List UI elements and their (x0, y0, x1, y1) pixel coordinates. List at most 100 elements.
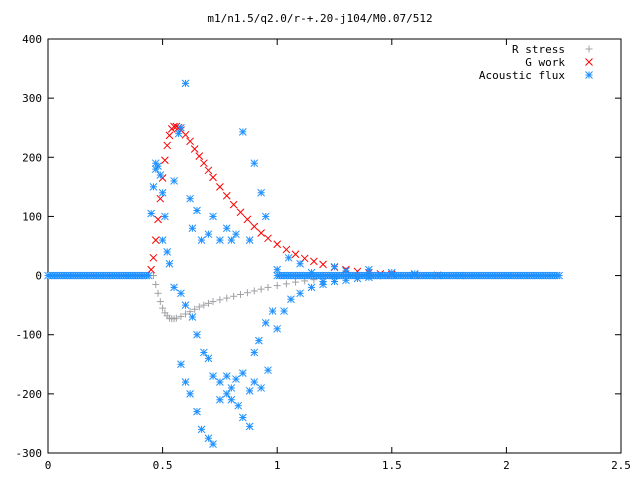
data-point (190, 145, 199, 153)
data-point (177, 123, 185, 132)
data-point (216, 395, 224, 404)
data-point (227, 395, 236, 404)
data-point (237, 290, 245, 298)
data-point (209, 298, 217, 306)
data-point (555, 271, 563, 280)
data-point (193, 407, 201, 416)
data-point (158, 188, 167, 197)
data-point (161, 156, 169, 165)
data-point (174, 129, 183, 138)
y-tick-label: 0 (35, 270, 42, 283)
data-point (149, 183, 158, 191)
data-point (255, 336, 263, 345)
series-g-work (147, 122, 465, 280)
data-point (291, 250, 300, 259)
data-point (287, 295, 295, 304)
data-point (296, 259, 304, 268)
x-tick-label: 1 (274, 459, 281, 472)
data-point (273, 265, 282, 274)
legend-label: R stress (512, 43, 565, 56)
data-point (163, 248, 172, 256)
data-point (243, 289, 251, 297)
data-point (232, 375, 240, 383)
legend-marker (585, 58, 593, 66)
data-point (204, 166, 213, 175)
data-point (353, 274, 362, 283)
data-point (159, 304, 167, 312)
data-point (195, 303, 203, 311)
data-point (257, 188, 266, 197)
data-point (230, 292, 238, 300)
data-point (216, 296, 224, 304)
data-point (158, 236, 167, 244)
data-point (292, 278, 300, 286)
data-point (177, 360, 185, 369)
data-point (222, 390, 231, 398)
data-point (273, 240, 282, 249)
data-point (154, 289, 162, 297)
data-point (216, 378, 224, 386)
y-tick-label: 300 (22, 92, 42, 105)
data-point (149, 253, 158, 262)
data-point (204, 434, 213, 443)
y-tick-label: -200 (16, 388, 43, 401)
data-point (165, 259, 174, 268)
data-point (182, 310, 190, 318)
data-point (181, 378, 190, 386)
series-r-stress (149, 272, 465, 323)
data-point (280, 307, 288, 315)
data-point (250, 378, 259, 386)
data-point (197, 425, 206, 434)
data-point (264, 283, 272, 291)
data-point (257, 285, 265, 293)
x-tick-label: 2 (503, 459, 510, 472)
legend-label: G work (525, 56, 565, 69)
plot-border (47, 38, 622, 454)
data-point (188, 224, 197, 233)
data-point (310, 257, 318, 266)
data-point (170, 283, 178, 292)
data-point (250, 159, 259, 168)
data-point (300, 254, 309, 263)
data-point (273, 282, 281, 290)
data-point (193, 330, 201, 339)
data-point (264, 366, 272, 375)
data-point (170, 122, 178, 131)
data-point (261, 212, 270, 221)
data-point (181, 79, 190, 88)
data-point (172, 314, 180, 322)
data-point (156, 194, 165, 203)
data-point (209, 372, 217, 380)
data-point (222, 372, 231, 380)
data-point (342, 276, 350, 285)
data-point (209, 173, 217, 182)
data-point (257, 229, 266, 237)
series-acoustic-flux (44, 79, 563, 448)
data-point (204, 299, 212, 307)
data-point (264, 234, 272, 243)
y-tick-label: -300 (16, 447, 43, 460)
y-tick-label: -100 (16, 329, 43, 342)
data-point (170, 177, 178, 185)
data-point (282, 245, 291, 254)
data-point (330, 277, 339, 286)
data-point (330, 262, 339, 271)
data-point (250, 222, 259, 231)
data-point (156, 171, 165, 179)
data-point (319, 277, 327, 286)
y-tick-label: 400 (22, 33, 42, 46)
data-point (147, 209, 155, 218)
data-point (186, 390, 194, 398)
data-point (227, 236, 236, 244)
data-point (222, 191, 231, 200)
data-point (193, 206, 201, 215)
data-point (223, 294, 231, 302)
data-point (200, 348, 208, 357)
series-layer (44, 79, 563, 448)
data-point (245, 236, 254, 244)
data-point (433, 271, 442, 280)
data-point (296, 289, 304, 298)
data-point (268, 307, 277, 315)
data-point (243, 215, 252, 224)
